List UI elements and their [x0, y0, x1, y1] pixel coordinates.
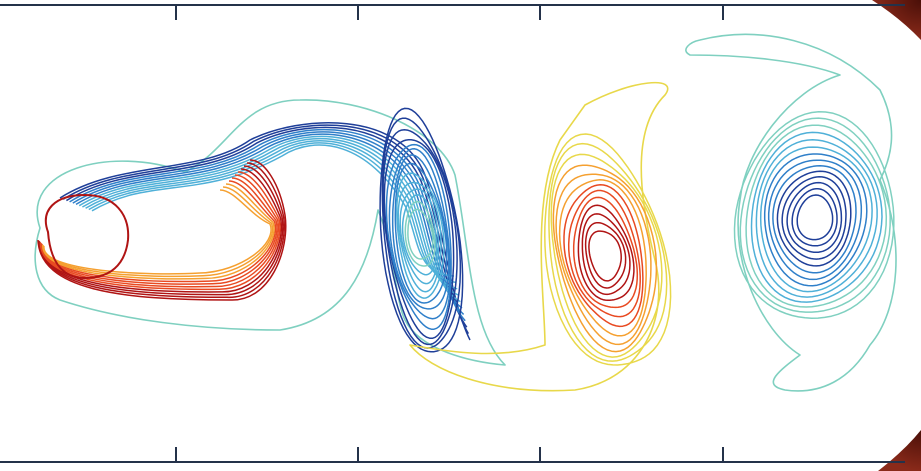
wake-positive-contour [38, 165, 284, 296]
vortex-4-contour [776, 170, 852, 267]
corner-accent-bottom [878, 430, 921, 471]
wake-positive-contour [39, 171, 281, 291]
vortex-3-contour [555, 173, 652, 346]
vortex-4-contour [767, 159, 863, 281]
vortex-4-contour [791, 187, 838, 247]
wake-negative-contour [62, 124, 470, 334]
vortex-4-contour [739, 117, 891, 313]
vortex-3-contour [552, 164, 658, 353]
vortex-4-contour [750, 131, 883, 303]
vortex-3-contour [572, 196, 639, 309]
vortex-3-outer-contour [409, 81, 669, 392]
vortex-2-contour [394, 162, 448, 304]
vortex-4-contour [781, 176, 847, 260]
vortex-2-contour [401, 194, 438, 276]
vortex-2-contour [383, 139, 455, 340]
vortex-2-contour [385, 143, 452, 330]
vortex-3-contour [588, 230, 622, 282]
vortex-2-contour [382, 128, 458, 346]
vortex-4-contour [796, 194, 834, 241]
wake-negative-contour [91, 144, 455, 277]
vortex-3-contour [563, 183, 644, 328]
corner-accent-top [872, 0, 921, 40]
vortex-2-contour [391, 154, 450, 310]
wake-positive-contour [37, 162, 286, 299]
wake-positive-contour [42, 186, 274, 278]
vortex-4-contour [755, 139, 878, 298]
vortex-2-contour [381, 117, 462, 349]
wake-negative-contour [82, 137, 460, 296]
wake-positive-contour [40, 177, 278, 285]
vortex-3-contour [584, 221, 627, 289]
vortex-3-contour [544, 133, 672, 366]
wake-outer-contour [34, 99, 506, 366]
vortex-4-contour [733, 111, 895, 319]
tick-marks [175, 5, 724, 462]
vortex-3-contour [567, 189, 641, 318]
vortex-4-contour [786, 181, 843, 254]
vortex-2-contour [397, 181, 442, 293]
vortex-2-contour [379, 107, 464, 353]
vortex-4-contour [772, 165, 857, 274]
vortex-3-contour [548, 142, 668, 362]
vortex-2-contour [388, 148, 451, 320]
vortex-3-contour [550, 153, 663, 358]
vortex-3-contour [577, 204, 635, 302]
wake-negative-contour [88, 142, 456, 284]
vortex-4-outer-contour [685, 33, 897, 392]
vortex-4-contour [763, 153, 868, 287]
vortex-4-contour [759, 146, 873, 293]
vortex-3-contour [581, 213, 631, 296]
vortex-2-contour [407, 208, 434, 260]
vortex-4-contour [745, 124, 888, 308]
vortex-2-contour [404, 200, 436, 267]
contour-lines [34, 33, 897, 392]
wake-positive-contour [40, 174, 280, 288]
vortex-2-contour [396, 172, 445, 299]
wake-positive-contour [43, 189, 272, 275]
wake-positive-contour [41, 180, 277, 283]
cylinder-outline [44, 194, 130, 279]
wake-positive-contour [37, 159, 287, 301]
wake-negative-contour [85, 140, 458, 290]
wake-positive-contour [42, 183, 275, 280]
vortex-2-contour [399, 188, 440, 285]
vortex-3-contour [558, 179, 647, 337]
wake-negative-contour [78, 135, 461, 303]
